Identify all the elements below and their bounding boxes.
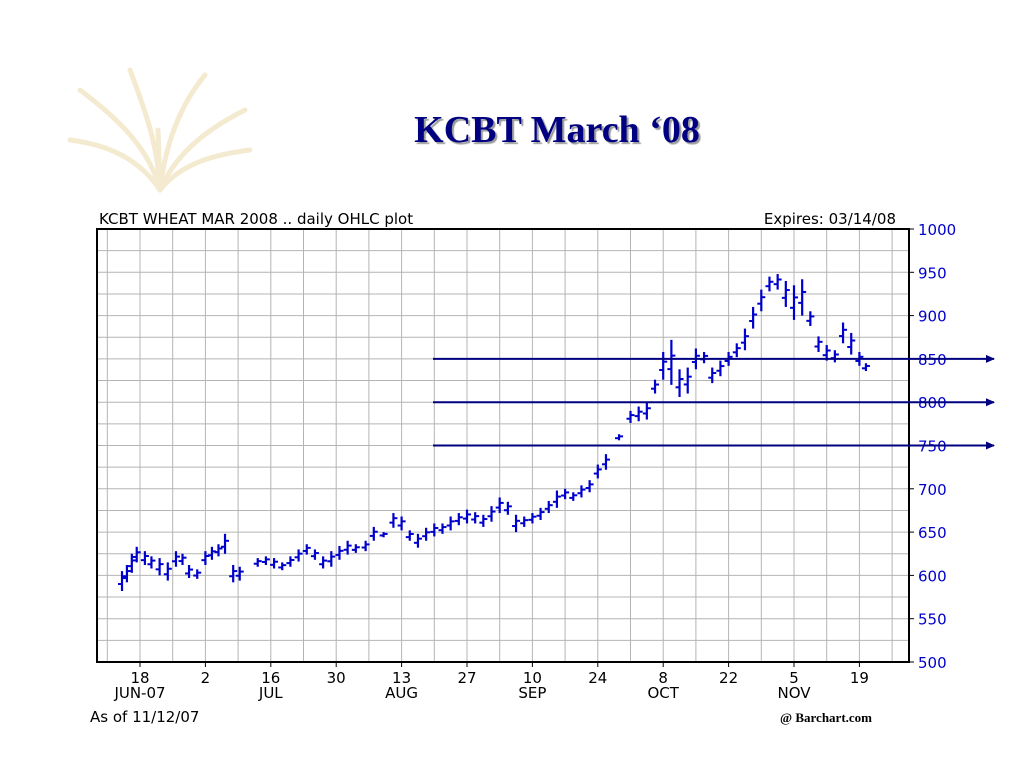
x-tick-day: 24 xyxy=(588,669,607,687)
slide-title: KCBT March ‘08 xyxy=(414,109,700,151)
chart-header-left: KCBT WHEAT MAR 2008 .. daily OHLC plot xyxy=(99,210,413,228)
x-tick-month: OCT xyxy=(647,684,679,702)
horizontal-lines xyxy=(433,354,995,450)
x-tick-day: 27 xyxy=(457,669,476,687)
as-of-date: As of 11/12/07 xyxy=(90,708,199,726)
x-tick-day: 18 xyxy=(130,669,149,687)
x-tick-day: 22 xyxy=(719,669,738,687)
x-tick-day: 2 xyxy=(201,669,211,687)
x-tick-month: NOV xyxy=(777,684,811,702)
x-tick-month: SEP xyxy=(518,684,546,702)
y-tick-label: 700 xyxy=(918,481,947,499)
x-tick-month: JUN-07 xyxy=(113,684,165,702)
y-tick-label: 900 xyxy=(918,308,947,326)
x-tick-day: 30 xyxy=(327,669,346,687)
y-tick-label: 550 xyxy=(918,611,947,629)
y-tick-label: 500 xyxy=(918,654,947,672)
x-tick-day: 10 xyxy=(523,669,542,687)
y-tick-label: 600 xyxy=(918,567,947,585)
x-tick-month: AUG xyxy=(385,684,418,702)
x-tick-month: JUL xyxy=(258,684,283,702)
y-tick-label: 950 xyxy=(918,264,947,282)
y-tick-label: 650 xyxy=(918,524,947,542)
x-tick-day: 5 xyxy=(789,669,799,687)
ohlc-bars xyxy=(118,274,870,591)
y-tick-label: 1000 xyxy=(918,221,956,239)
x-tick-day: 16 xyxy=(261,669,280,687)
chart-grid xyxy=(97,229,909,662)
barchart-credit: @ Barchart.com xyxy=(780,710,872,725)
x-tick-day: 8 xyxy=(658,669,668,687)
wheat-watermark-logo xyxy=(67,67,253,193)
chart-header-right: Expires: 03/14/08 xyxy=(764,210,896,228)
x-tick-day: 19 xyxy=(850,669,869,687)
x-tick-day: 13 xyxy=(392,669,411,687)
